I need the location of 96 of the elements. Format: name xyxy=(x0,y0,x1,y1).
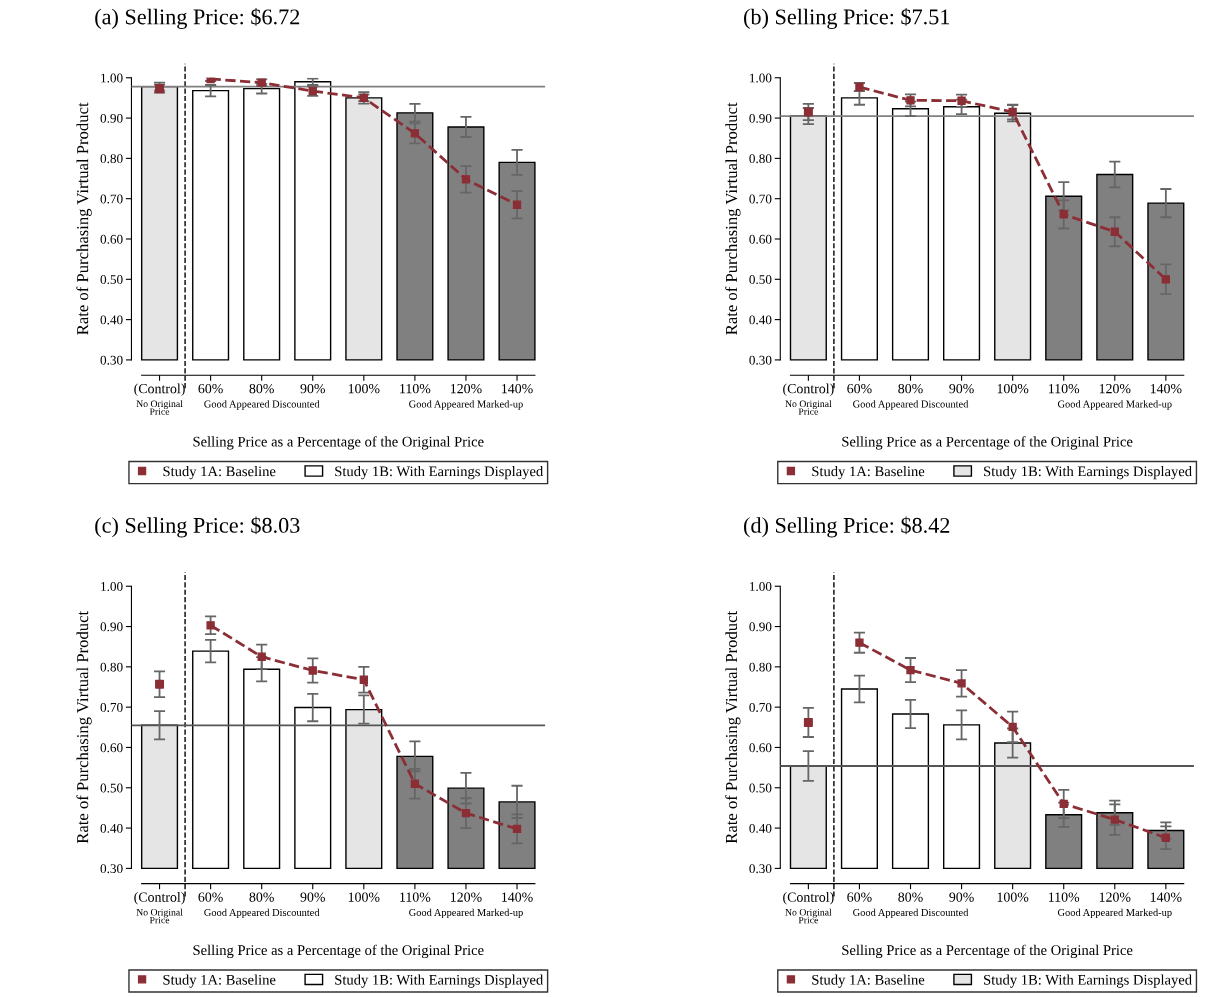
y-axis-title: Rate of Purchasing Virtual Product xyxy=(76,610,92,844)
y-tick-label: 0.50 xyxy=(749,275,772,285)
legend-label: Study 1A: Baseline xyxy=(163,465,276,480)
x-tick-label: 60% xyxy=(847,383,872,394)
legend-label: Study 1B: With Earnings Displayed xyxy=(335,974,544,988)
x-tick-label: 140% xyxy=(502,892,533,902)
x-tick-label: 60% xyxy=(198,383,223,394)
text: No Original Price xyxy=(785,908,832,924)
y-tick-label: 0.50 xyxy=(100,275,123,285)
x-tick-label: 80% xyxy=(898,383,923,394)
x-tick-label: (Control) xyxy=(783,383,834,397)
x-axis-title: Selling Price as a Percentage of the Original Price xyxy=(193,944,484,959)
x-axis-title: Selling Price as a Percentage of the Original Price xyxy=(842,436,1133,450)
y-tick-label: 0.90 xyxy=(749,113,772,123)
x-tick-label: 120% xyxy=(1099,383,1131,394)
text: Good Appeared Discounted xyxy=(853,908,969,919)
legend-label: Study 1A: Baseline xyxy=(812,974,925,988)
legend-label: Study 1A: Baseline xyxy=(163,974,276,988)
x-axis-title: Selling Price as a Percentage of the Original Price xyxy=(193,436,484,450)
y-tick-label: 1.00 xyxy=(750,73,772,83)
x-tick-label: 110% xyxy=(400,383,431,394)
chart-title: (a) Selling Price: $6.72 xyxy=(95,8,300,29)
y-tick-label: 0.40 xyxy=(100,823,123,833)
x-tick-label: 110% xyxy=(400,892,431,902)
x-tick-label: 90% xyxy=(300,892,325,902)
x-tick-label: (Control) xyxy=(783,892,834,905)
chart-title: (d) Selling Price: $8.42 xyxy=(744,516,950,538)
y-tick-label: 0.60 xyxy=(749,234,772,244)
y-tick-label: 0.80 xyxy=(100,662,123,672)
x-tick-label: 90% xyxy=(949,892,974,902)
y-tick-label: 0.30 xyxy=(100,864,123,874)
y-tick-label: 0.90 xyxy=(100,113,123,123)
y-tick-label: 0.40 xyxy=(749,315,772,325)
text: Good Appeared Marked-up xyxy=(409,908,523,919)
y-tick-label: 1.00 xyxy=(101,73,123,83)
y-tick-label: 0.60 xyxy=(100,743,123,753)
text: Good Appeared Marked-up xyxy=(1057,400,1172,410)
x-tick-label: (Control) xyxy=(134,892,185,905)
y-tick-label: 0.90 xyxy=(100,622,123,632)
x-tick-label: 90% xyxy=(300,383,325,394)
y-tick-label: 0.40 xyxy=(749,823,772,833)
y-tick-label: 0.30 xyxy=(100,355,123,365)
x-tick-label: 90% xyxy=(949,383,974,394)
text: No Original Price xyxy=(785,400,832,415)
x-tick-label: 140% xyxy=(502,383,533,394)
y-tick-label: 0.70 xyxy=(100,702,123,712)
y-axis-title: Rate of Purchasing Virtual Product xyxy=(725,610,741,844)
x-tick-label: 80% xyxy=(898,892,923,902)
x-tick-label: 120% xyxy=(450,383,482,394)
x-tick-label: 120% xyxy=(1099,892,1131,902)
chart-title: (c) Selling Price: $8.03 xyxy=(95,516,300,538)
text: Good Appeared Discounted xyxy=(853,400,969,410)
y-axis-title: Rate of Purchasing Virtual Product xyxy=(76,102,92,335)
y-tick-label: 0.70 xyxy=(749,702,772,712)
x-tick-label: 100% xyxy=(348,383,380,394)
legend-label: Study 1B: With Earnings Displayed xyxy=(984,465,1192,480)
x-tick-label: 100% xyxy=(348,892,380,902)
x-tick-label: 60% xyxy=(198,892,223,902)
legend-label: Study 1B: With Earnings Displayed xyxy=(984,974,1192,988)
x-tick-label: 120% xyxy=(450,892,482,902)
text: Good Appeared Discounted xyxy=(204,908,320,919)
y-tick-label: 0.90 xyxy=(749,622,772,632)
x-tick-label: (Control) xyxy=(134,383,185,397)
legend-label: Study 1B: With Earnings Displayed xyxy=(335,465,544,480)
y-tick-label: 0.70 xyxy=(749,194,772,204)
x-tick-label: 110% xyxy=(1049,383,1080,394)
y-tick-label: 1.00 xyxy=(101,582,123,591)
y-tick-label: 0.60 xyxy=(100,234,123,244)
text: Good Appeared Marked-up xyxy=(1057,908,1172,919)
x-tick-label: 60% xyxy=(847,892,872,902)
x-axis-title: Selling Price as a Percentage of the Original Price xyxy=(842,944,1133,959)
y-axis-title: Rate of Purchasing Virtual Product xyxy=(725,102,741,335)
x-tick-label: 80% xyxy=(249,383,274,394)
x-tick-label: 100% xyxy=(997,383,1029,394)
x-tick-label: 140% xyxy=(1150,892,1182,902)
y-tick-label: 0.50 xyxy=(749,783,772,793)
y-tick-label: 0.50 xyxy=(100,783,123,793)
x-tick-label: 100% xyxy=(997,892,1029,902)
y-tick-label: 0.80 xyxy=(100,154,123,164)
x-tick-label: 80% xyxy=(249,892,274,902)
y-tick-label: 0.80 xyxy=(749,154,772,164)
legend-label: Study 1A: Baseline xyxy=(812,465,925,480)
y-tick-label: 1.00 xyxy=(750,582,772,591)
y-tick-label: 0.60 xyxy=(749,743,772,753)
text: No Original Price xyxy=(136,400,183,415)
y-tick-label: 0.30 xyxy=(749,355,772,365)
y-tick-label: 0.80 xyxy=(749,662,772,672)
y-tick-label: 0.70 xyxy=(100,194,123,204)
y-tick-label: 0.30 xyxy=(749,864,772,874)
y-tick-label: 0.40 xyxy=(100,315,123,325)
x-tick-label: 110% xyxy=(1049,892,1080,902)
x-tick-label: 140% xyxy=(1150,383,1182,394)
text: Good Appeared Discounted xyxy=(204,400,320,410)
text: No Original Price xyxy=(136,908,183,924)
chart-title: (b) Selling Price: $7.51 xyxy=(744,8,950,29)
text: Good Appeared Marked-up xyxy=(409,400,523,410)
